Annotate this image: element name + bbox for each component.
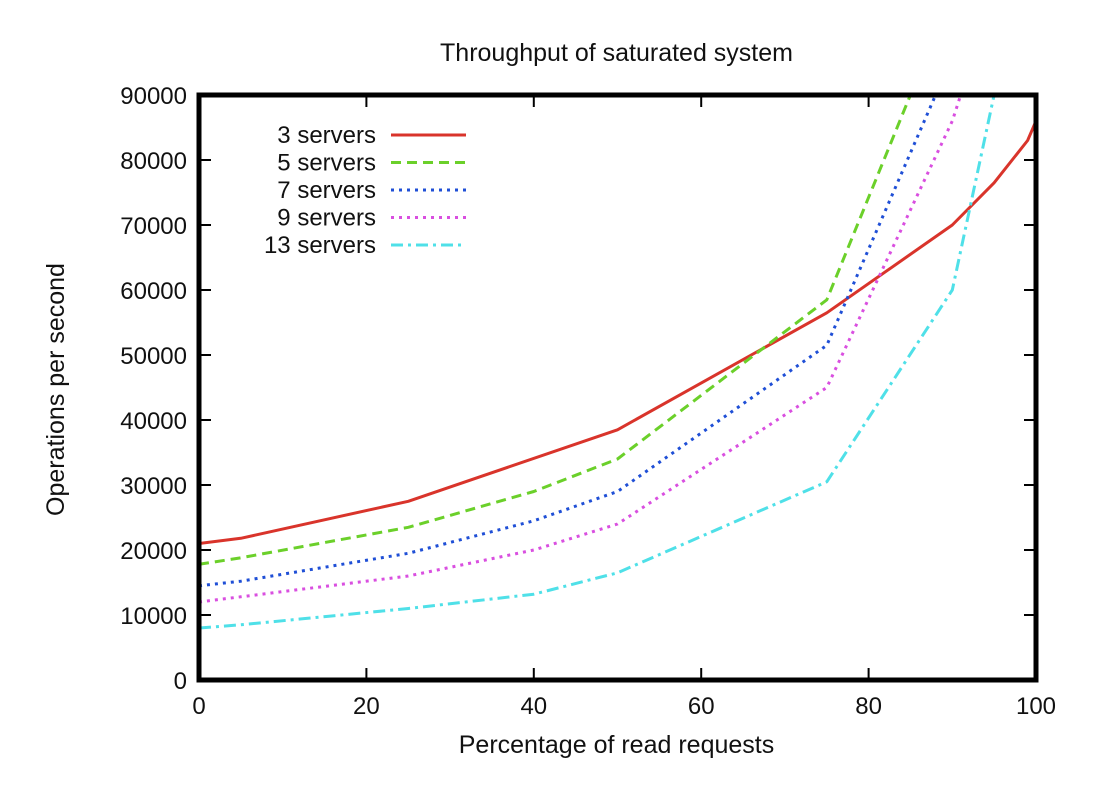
x-tick-label: 60: [688, 693, 715, 720]
series-line-4: [199, 95, 963, 604]
y-tick-label: 40000: [120, 408, 187, 435]
series-line-3: [199, 95, 937, 588]
x-tick-label: 100: [1016, 693, 1056, 720]
y-tick-label: 10000: [120, 603, 187, 630]
y-tick-label: 20000: [120, 538, 187, 565]
y-tick-label: 70000: [120, 213, 187, 240]
y-tick-label: 90000: [120, 83, 187, 110]
y-tick-label: 30000: [120, 473, 187, 500]
series-layer: [199, 95, 1036, 630]
plot-frame: [196, 92, 1039, 683]
legend-label-3: 7 servers: [277, 177, 376, 204]
y-tick-label: 0: [174, 668, 187, 695]
y-tick-label: 60000: [120, 278, 187, 305]
legend-label-1: 3 servers: [277, 122, 376, 149]
y-tick-label: 50000: [120, 343, 187, 370]
legend-label-5: 13 servers: [264, 232, 376, 259]
legend-label-2: 5 servers: [277, 150, 376, 177]
series-line-2: [199, 95, 912, 566]
x-tick-label: 80: [855, 693, 882, 720]
series-line-5: [199, 95, 996, 630]
chart-title: Throughput of saturated system: [440, 39, 793, 67]
legend-label-4: 9 servers: [277, 205, 376, 232]
x-axis-label: Percentage of read requests: [459, 731, 774, 759]
y-axis-label: Operations per second: [42, 263, 70, 516]
series-line-1: [199, 120, 1036, 545]
x-tick-label: 20: [353, 693, 380, 720]
x-tick-label: 0: [192, 693, 205, 720]
y-tick-label: 80000: [120, 148, 187, 175]
ticks-layer: 0 20 40 60 80 100 0 10000 20000 30000 40000 50000 60…: [120, 83, 1056, 720]
x-tick-label: 40: [520, 693, 547, 720]
